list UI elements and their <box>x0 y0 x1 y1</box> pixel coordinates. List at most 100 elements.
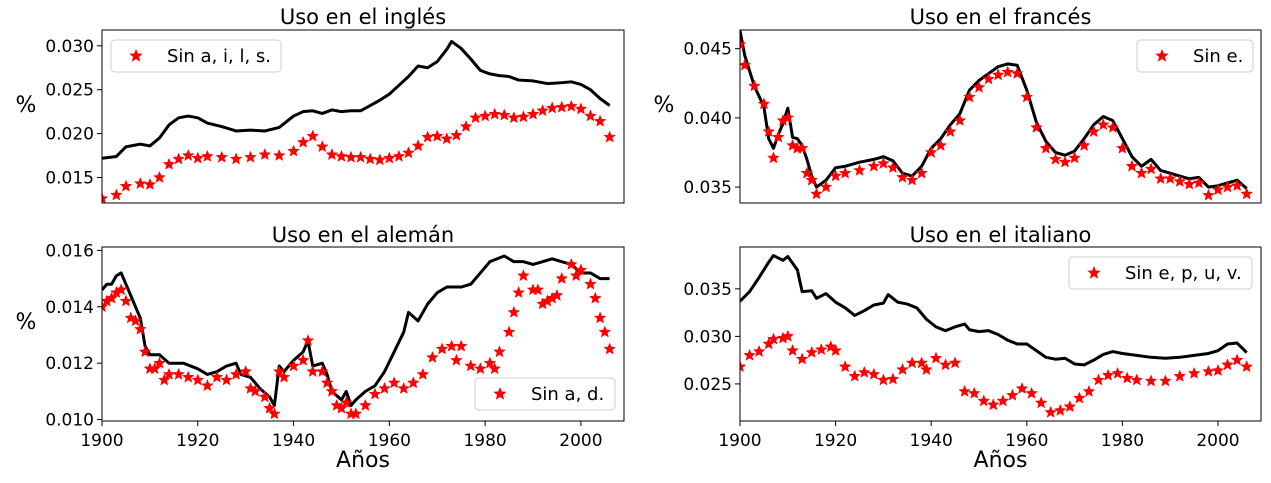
data-point-star <box>829 169 842 182</box>
x-tick-label: 2000 <box>1196 431 1239 451</box>
data-point-star <box>153 170 166 183</box>
data-point-star <box>574 102 588 115</box>
legend-star-marker <box>129 48 143 62</box>
data-point-star <box>1173 369 1187 382</box>
data-point-star <box>1039 141 1053 154</box>
data-point-star <box>306 364 320 378</box>
data-point-star <box>454 339 468 352</box>
data-point-star <box>133 322 147 335</box>
data-point-star <box>1240 360 1254 373</box>
data-point-star <box>306 129 320 142</box>
data-point-star <box>239 364 253 378</box>
data-point-star <box>450 128 463 141</box>
data-point-star <box>574 263 588 276</box>
data-point-star <box>1092 373 1105 386</box>
data-point-star <box>1130 373 1144 386</box>
data-point-star <box>810 187 823 200</box>
data-point-star <box>153 356 166 369</box>
data-point-star <box>1221 180 1234 193</box>
y-tick-label: 0.025 <box>683 375 732 395</box>
data-point-star <box>1025 386 1038 399</box>
data-point-star <box>939 358 952 371</box>
data-point-star <box>1082 384 1096 397</box>
data-point-star <box>838 360 852 373</box>
data-point-star <box>867 159 881 172</box>
x-tick-label: 1940 <box>910 431 953 451</box>
data-point-star <box>1034 396 1048 409</box>
data-point-star <box>502 325 516 338</box>
data-point-star <box>814 343 828 356</box>
data-point-star <box>1221 358 1234 371</box>
data-point-star <box>181 148 195 161</box>
data-point-star <box>569 269 583 282</box>
data-point-star <box>215 150 229 163</box>
data-point-star <box>564 257 578 270</box>
data-point-star <box>805 345 819 358</box>
data-point-star <box>1010 66 1024 80</box>
data-point-star <box>102 300 109 313</box>
data-point-star <box>958 384 972 397</box>
data-point-star <box>584 109 597 122</box>
data-point-star <box>886 372 900 385</box>
data-point-star <box>1101 368 1115 381</box>
data-point-star <box>800 166 814 179</box>
data-point-star <box>1106 120 1120 133</box>
data-point-star <box>1068 151 1081 164</box>
data-point-star <box>598 325 612 338</box>
legend-box <box>110 39 282 73</box>
data-point-star <box>1144 374 1158 387</box>
data-point-star <box>325 148 339 161</box>
data-point-star <box>435 342 449 355</box>
x-axis-label: Años <box>974 448 1028 473</box>
data-point-star <box>867 367 881 380</box>
data-point-star <box>301 333 315 347</box>
data-point-star <box>143 177 157 190</box>
data-point-star <box>1001 65 1015 78</box>
data-point-star <box>1049 152 1062 165</box>
y-tick-label: 0.030 <box>45 37 94 57</box>
data-point-star <box>277 370 291 383</box>
data-point-star <box>497 108 511 121</box>
y-tick-label: 0.035 <box>683 280 732 300</box>
plot-area <box>102 39 616 203</box>
data-point-star <box>996 394 1010 407</box>
data-point-star <box>268 407 281 420</box>
data-point-star <box>915 166 928 179</box>
data-point-star <box>1116 141 1129 154</box>
legend: Sin e, p, u, v. <box>1068 256 1253 290</box>
y-tick-label: 0.014 <box>45 298 94 318</box>
data-point-star <box>781 111 795 124</box>
data-point-star <box>857 365 871 378</box>
data-point-star <box>848 369 862 382</box>
x-tick-label: 1900 <box>718 431 761 451</box>
y-tick-label: 0.020 <box>45 125 94 145</box>
data-point-star <box>459 119 473 133</box>
data-point-star <box>1154 172 1167 185</box>
data-point-star <box>752 344 766 357</box>
data-point-star <box>325 384 339 397</box>
data-point-star <box>1053 403 1067 416</box>
data-point-star <box>1087 125 1101 138</box>
data-point-star <box>584 277 597 290</box>
legend-box <box>474 377 616 411</box>
data-point-star <box>924 145 938 158</box>
data-point-star <box>110 188 123 201</box>
data-point-star <box>905 173 919 186</box>
data-point-star <box>339 395 353 409</box>
data-point-star <box>335 401 348 414</box>
data-point-star <box>829 343 842 357</box>
axes-frame <box>739 246 1262 422</box>
data-point-star <box>1230 353 1244 366</box>
legend-box <box>1068 256 1253 290</box>
data-point-star <box>354 150 367 163</box>
data-point-star <box>421 130 435 143</box>
data-point-star <box>1044 405 1058 418</box>
data-point-star <box>464 359 478 372</box>
chart-panel-2: Uso en el francés% 0.035 0.040 0.045 Sin e. <box>654 5 1262 204</box>
data-point-star <box>488 107 502 120</box>
y-axis-label: % <box>654 93 675 118</box>
data-point-star <box>603 130 616 143</box>
data-point-star <box>886 161 900 174</box>
data-point-star <box>1015 381 1029 395</box>
